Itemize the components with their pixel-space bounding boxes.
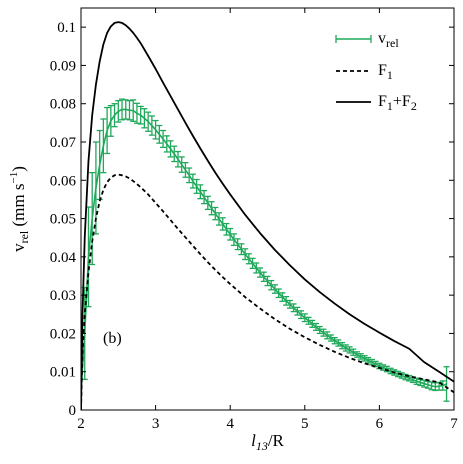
series-line-F1F2 [81,21,454,410]
y-tick-label: 0.03 [50,288,76,304]
y-tick-label: 0.04 [50,250,77,266]
legend-entry-f1f2: F1+F2 [336,93,417,113]
x-tick-label: 6 [376,416,384,432]
y-tick-label: 0.1 [57,20,76,36]
x-tick-label: 4 [226,416,234,432]
x-tick-label: 7 [450,416,458,432]
panel-label: (b) [103,330,122,347]
plot-frame [80,7,455,411]
series-line-vrel [81,108,447,391]
y-tick-label: 0.09 [50,58,76,74]
y-tick-label: 0.01 [50,365,76,381]
y-tick-label: 0.07 [50,135,77,151]
legend-entry-vrel: vrel [335,30,399,50]
y-tick-label: 0.08 [50,97,76,113]
legend-entry-f1: F1 [336,62,393,82]
ticks-layer [80,8,455,411]
x-tick-label: 2 [77,416,85,432]
tick-labels: 2 3 4 5 6 7 0 0.01 0.02 0.03 0.04 0.05 0.06 0.07 0.08 0… [50,20,459,432]
legend-label-f1: F1 [378,62,393,82]
series-line-F1 [81,173,454,410]
series-layer [81,21,454,410]
x-tick-label: 3 [152,416,160,432]
x-axis-label: l13/R [251,431,284,453]
y-axis-label: vrel (mm s−1) [8,166,31,252]
legend-label-vrel: vrel [378,30,399,50]
y-tick-label: 0.06 [50,173,77,189]
legend-label-f1f2: F1+F2 [378,93,417,113]
y-tick-label: 0.05 [50,212,76,228]
x-tick-label: 5 [301,416,309,432]
y-tick-label: 0 [69,403,77,419]
y-tick-label: 0.02 [50,326,76,342]
legend: vrel F1 F1+F2 [335,30,417,113]
